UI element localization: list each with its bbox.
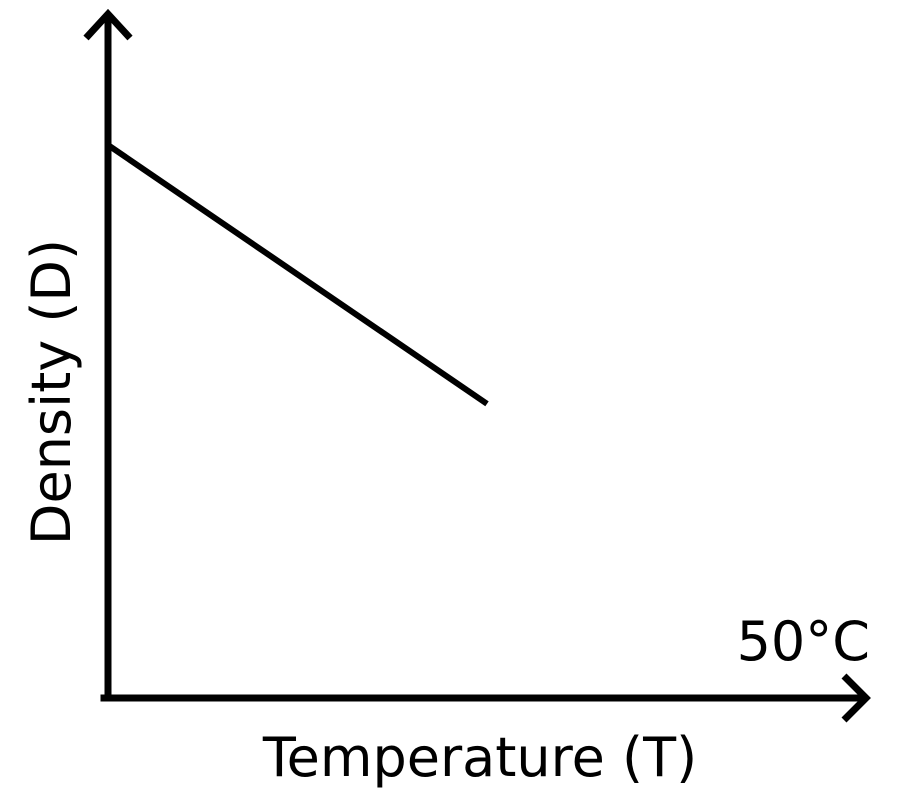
y-axis-arrowhead: [83, 8, 133, 41]
series-line-0: [106, 142, 489, 407]
x-axis-label: Temperature (T): [262, 726, 697, 789]
y-axis-label: Density (D): [20, 239, 83, 545]
x-axis-arrowhead: [841, 673, 871, 723]
x-axis-end-label: 50°C: [737, 610, 870, 673]
series-layer: [106, 142, 489, 407]
